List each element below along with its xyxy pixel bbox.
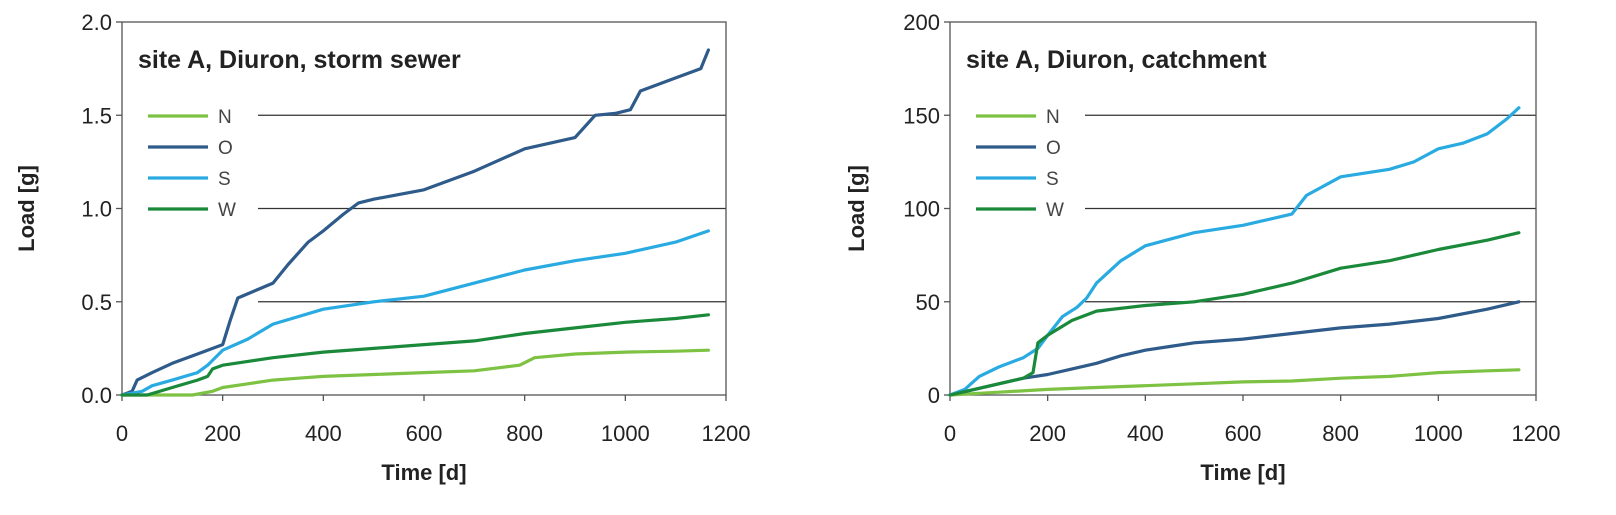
series-line-S <box>948 106 1521 397</box>
panel-title: site A, Diuron, catchment <box>966 46 1267 74</box>
chart-catchment: 0 50 100 150 200 0 200 400 600 800 1000 1200 Time [d… <box>844 10 1561 485</box>
x-tick-label: 1200 <box>1512 421 1561 446</box>
x-tick-label: 200 <box>1029 421 1066 446</box>
y-tick-label: 1.5 <box>81 103 112 128</box>
legend-label-N: N <box>218 107 232 128</box>
series-line-S <box>120 229 711 397</box>
y-tick-label: 1.0 <box>81 197 112 222</box>
y-tick-label: 2.0 <box>81 10 112 35</box>
legend-label-S: S <box>218 169 231 190</box>
x-tick-label: 1000 <box>1414 421 1463 446</box>
series-line-O <box>120 48 711 397</box>
x-tick-label: 600 <box>406 421 443 446</box>
y-tick-label: 0.5 <box>81 290 112 315</box>
x-axis-title: Time [d] <box>381 460 466 485</box>
x-axis-title: Time [d] <box>1200 460 1285 485</box>
x-tick-label: 1200 <box>702 421 751 446</box>
x-tick-label: 600 <box>1225 421 1262 446</box>
x-tick-label: 800 <box>1322 421 1359 446</box>
y-axis-title: Load [g] <box>844 165 869 252</box>
x-tick-label: 800 <box>506 421 543 446</box>
y-tick-label: 0.0 <box>81 383 112 408</box>
x-tick-label: 0 <box>944 421 956 446</box>
y-tick-label: 200 <box>903 10 940 35</box>
legend-label-O: O <box>218 138 233 159</box>
legend-label-W: W <box>1046 200 1064 221</box>
panel-title: site A, Diuron, storm sewer <box>138 46 461 74</box>
y-tick-label: 0 <box>928 383 940 408</box>
legend-label-N: N <box>1046 107 1060 128</box>
y-axis-title: Load [g] <box>14 165 39 252</box>
series-line-W <box>120 313 711 397</box>
legend-label-W: W <box>218 200 236 221</box>
x-tick-label: 1000 <box>601 421 650 446</box>
y-tick-label: 150 <box>903 103 940 128</box>
series-line-N <box>948 368 1521 397</box>
x-tick-label: 0 <box>116 421 128 446</box>
legend-label-S: S <box>1046 169 1059 190</box>
y-tick-label: 50 <box>916 290 940 315</box>
series-line-W <box>948 231 1521 397</box>
x-tick-label: 400 <box>305 421 342 446</box>
series-line-N <box>120 348 711 397</box>
x-tick-label: 200 <box>204 421 241 446</box>
legend-label-O: O <box>1046 138 1061 159</box>
x-tick-label: 400 <box>1127 421 1164 446</box>
y-tick-label: 100 <box>903 197 940 222</box>
chart-storm-sewer: 0.0 0.5 1.0 1.5 2.0 0 200 400 600 800 1000 1200 Time… <box>14 10 751 485</box>
